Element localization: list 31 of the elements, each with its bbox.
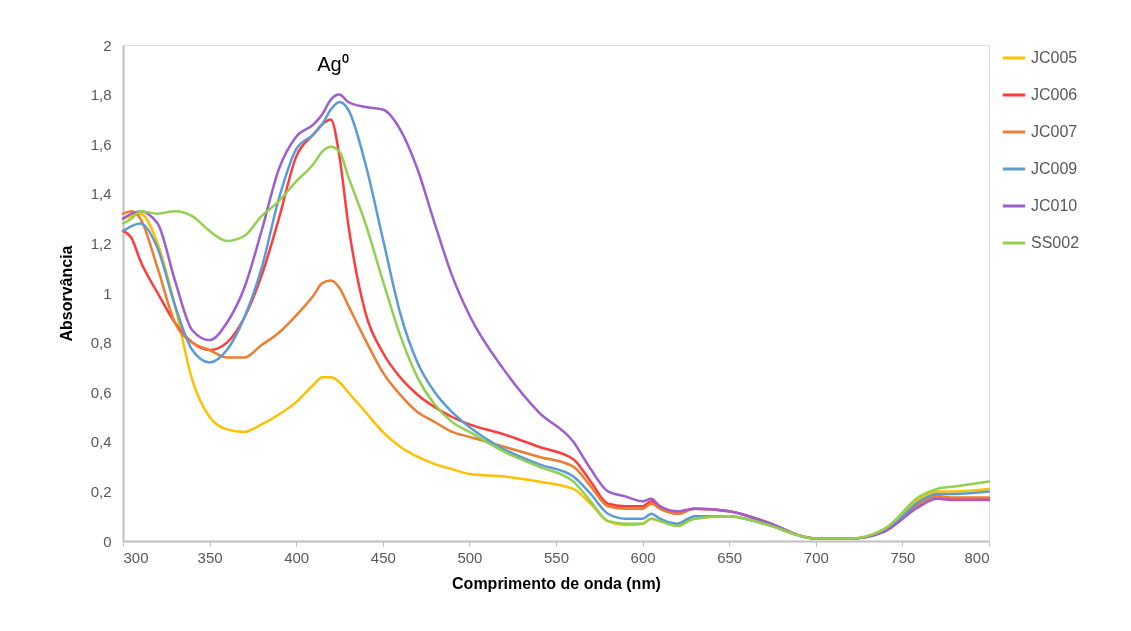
y-tick-label: 1,6	[90, 135, 112, 153]
x-tick-label: 650	[717, 548, 743, 566]
legend-label: JC009	[1031, 160, 1078, 177]
y-tick-label: 2	[103, 36, 112, 54]
x-axis-title: Comprimento de onda (nm)	[452, 574, 661, 592]
x-tick-label: 700	[803, 548, 829, 566]
x-tick-label: 450	[370, 548, 396, 566]
y-tick-label: 0	[103, 532, 112, 550]
x-tick-label: 350	[197, 548, 223, 566]
y-tick-label: 1	[103, 284, 112, 302]
x-tick-label: 600	[630, 548, 656, 566]
y-tick-label: 0,2	[90, 482, 112, 500]
y-tick-label: 0,8	[90, 334, 112, 352]
y-tick-label: 0,4	[90, 433, 112, 451]
y-tick-label: 1,8	[90, 86, 112, 104]
y-tick-label: 1,2	[90, 234, 112, 252]
legend-label: JC007	[1031, 123, 1078, 140]
x-tick-label: 400	[284, 548, 310, 566]
legend-label: SS002	[1031, 234, 1080, 251]
x-tick-label: 550	[543, 548, 570, 566]
legend-label: JC010	[1031, 197, 1078, 214]
x-tick-label: 300	[123, 548, 149, 566]
legend-label: JC005	[1031, 49, 1078, 66]
y-axis-title: Absorvância	[57, 245, 75, 342]
y-tick-label: 0,6	[90, 383, 112, 401]
x-tick-label: 800	[964, 548, 990, 566]
legend-label: JC006	[1031, 86, 1078, 103]
x-tick-label: 500	[457, 548, 483, 566]
y-tick-label: 1,4	[90, 185, 112, 203]
annotation: Ag⁰	[317, 53, 349, 75]
x-tick-label: 750	[890, 548, 916, 566]
